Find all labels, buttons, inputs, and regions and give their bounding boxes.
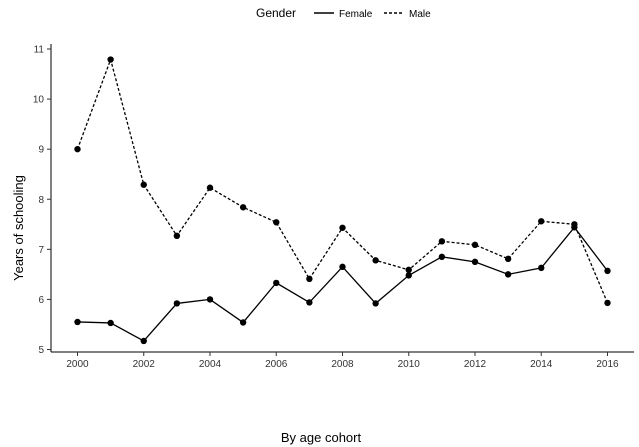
x-tick-label: 2004 xyxy=(199,359,222,370)
y-tick-label: 6 xyxy=(38,295,44,306)
legend-label-female: Female xyxy=(339,9,373,20)
data-point-male xyxy=(538,218,545,225)
legend-label-male: Male xyxy=(409,9,431,20)
x-tick-label: 2000 xyxy=(66,359,89,370)
data-point-female xyxy=(206,296,214,303)
data-point-male xyxy=(140,181,147,188)
y-tick-label: 7 xyxy=(38,245,44,256)
series-line-female xyxy=(77,226,609,342)
y-axis-title: Years of schooling xyxy=(11,175,26,281)
x-axis-ticks: 2000 2002 2004 2006 2008 2010 2012 2014 2016 xyxy=(66,352,619,370)
data-point-male xyxy=(438,238,446,245)
data-point-female xyxy=(471,258,479,266)
x-tick-label: 2008 xyxy=(331,359,354,370)
x-tick-label: 2014 xyxy=(530,359,553,370)
data-point-male xyxy=(206,184,214,191)
legend: Gender Female Male xyxy=(256,6,431,20)
data-point-female xyxy=(306,299,313,306)
data-point-female xyxy=(74,318,81,326)
data-point-female xyxy=(372,300,379,307)
x-tick-label: 2006 xyxy=(265,359,288,370)
data-point-female xyxy=(107,319,114,327)
x-tick-label: 2002 xyxy=(133,359,156,370)
data-point-male xyxy=(504,255,512,263)
data-point-female xyxy=(538,264,545,272)
y-tick-label: 9 xyxy=(38,145,44,156)
data-point-female xyxy=(239,319,247,326)
data-point-male xyxy=(306,275,313,283)
data-point-female xyxy=(504,271,512,278)
data-point-female xyxy=(173,300,181,307)
data-point-female xyxy=(405,272,412,279)
data-point-female xyxy=(339,263,346,271)
y-axis-ticks: 5 6 7 8 9 10 11 xyxy=(33,45,51,356)
data-point-male xyxy=(173,232,181,240)
x-tick-label: 2016 xyxy=(596,359,619,370)
legend-title: Gender xyxy=(256,6,296,20)
x-tick-label: 2010 xyxy=(398,359,421,370)
data-point-female xyxy=(273,279,280,287)
data-point-male xyxy=(471,241,479,249)
data-point-male xyxy=(339,224,346,231)
data-point-male xyxy=(107,56,114,63)
data-point-female xyxy=(140,337,147,345)
data-point-female xyxy=(604,267,611,275)
data-point-female xyxy=(438,253,446,261)
y-tick-label: 5 xyxy=(38,345,44,356)
data-point-male xyxy=(239,204,247,211)
y-tick-label: 11 xyxy=(34,45,45,56)
y-tick-label: 8 xyxy=(38,195,44,206)
x-tick-label: 2012 xyxy=(464,359,487,370)
data-point-male xyxy=(571,221,578,228)
y-tick-label: 10 xyxy=(33,95,45,106)
x-axis-title: By age cohort xyxy=(281,430,362,445)
data-point-male xyxy=(604,299,611,307)
data-point-male xyxy=(372,257,379,264)
data-point-male xyxy=(273,219,280,226)
data-point-male xyxy=(405,266,412,274)
data-point-male xyxy=(74,145,81,153)
series-layer xyxy=(74,56,611,345)
